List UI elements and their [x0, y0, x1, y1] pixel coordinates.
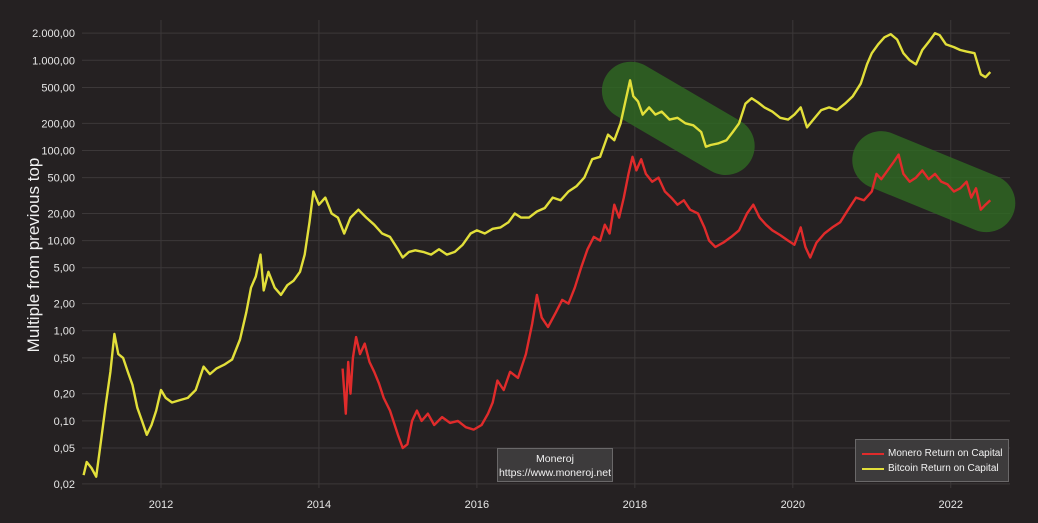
y-tick-label: 200,00	[41, 118, 75, 130]
x-tick-label: 2022	[939, 499, 963, 511]
y-tick-label: 2,00	[54, 299, 75, 311]
series-line-bitcoin	[82, 32, 992, 478]
y-tick-label: 500,00	[41, 82, 75, 94]
legend-item-bitcoin[interactable]: Bitcoin Return on Capital	[862, 461, 1008, 476]
y-tick-label: 1,00	[54, 326, 75, 338]
y-tick-label: 0,20	[54, 389, 75, 401]
y-axis-label: Multiple from previous top	[24, 158, 43, 353]
watermark-box: Moneroj https://www.moneroj.net	[497, 448, 613, 482]
legend-swatch-bitcoin	[862, 467, 884, 470]
x-tick-label: 2018	[623, 499, 647, 511]
y-tick-label: 10,00	[47, 236, 75, 248]
y-tick-label: 0,02	[54, 479, 75, 491]
series-line-monero	[341, 153, 992, 450]
watermark-title: Moneroj	[536, 453, 574, 465]
legend-label-bitcoin: Bitcoin Return on Capital	[888, 463, 999, 474]
y-tick-label: 5,00	[54, 263, 75, 275]
x-tick-label: 2020	[781, 499, 805, 511]
y-tick-label: 0,50	[54, 353, 75, 365]
x-tick-label: 2014	[307, 499, 331, 511]
legend: Monero Return on Capital Bitcoin Return …	[855, 439, 1009, 482]
legend-swatch-monero	[862, 452, 884, 455]
y-tick-label: 100,00	[41, 145, 75, 157]
y-tick-label: 0,05	[54, 443, 75, 455]
x-tick-label: 2012	[149, 499, 173, 511]
y-tick-label: 1.000,00	[32, 55, 75, 67]
highlight-region	[852, 131, 1016, 233]
y-tick-label: 0,10	[54, 416, 75, 428]
watermark-url[interactable]: https://www.moneroj.net	[498, 467, 612, 479]
y-tick-label: 20,00	[47, 208, 75, 220]
y-tick-label: 50,00	[47, 173, 75, 185]
legend-item-monero[interactable]: Monero Return on Capital	[862, 446, 1008, 461]
x-tick-label: 2016	[465, 499, 489, 511]
legend-label-monero: Monero Return on Capital	[888, 448, 1003, 459]
y-tick-label: 2.000,00	[32, 28, 75, 40]
